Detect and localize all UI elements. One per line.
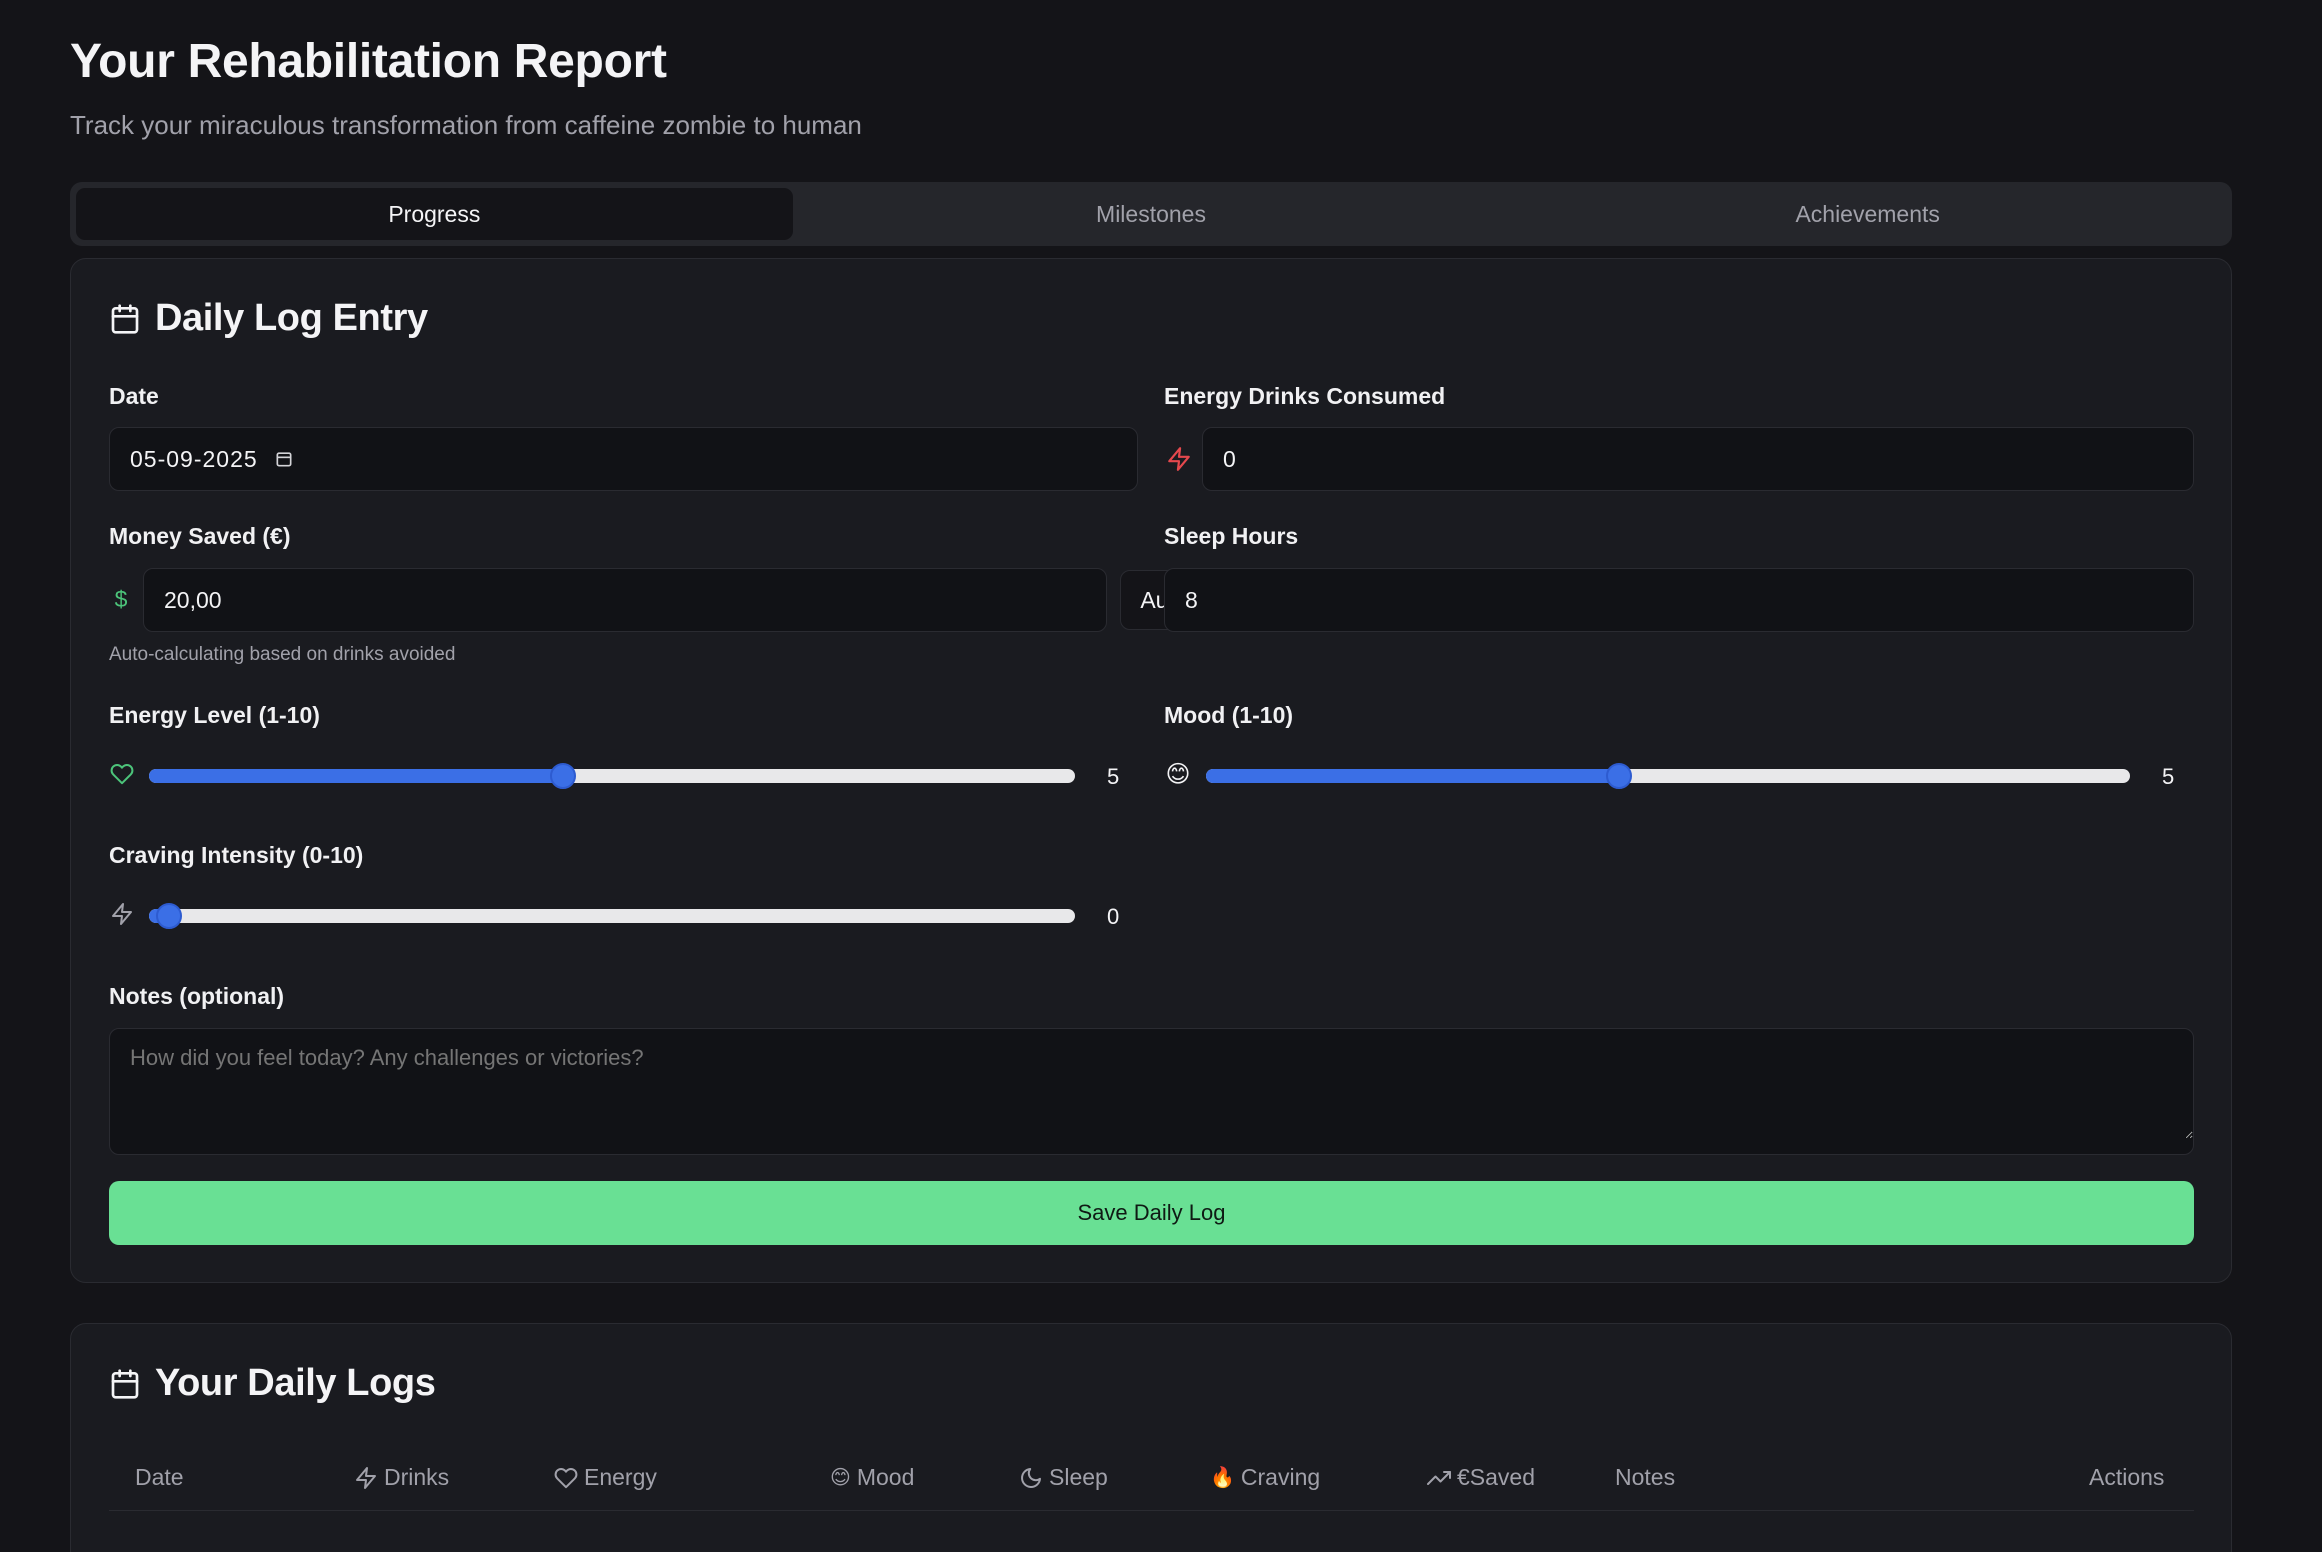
tab-progress[interactable]: Progress bbox=[76, 188, 793, 240]
column-saved-label: €Saved bbox=[1457, 1464, 1536, 1490]
money-saved-hint: Auto-calculating based on drinks avoided bbox=[109, 644, 456, 665]
daily-log-title: Daily Log Entry bbox=[155, 297, 428, 339]
column-notes-label: Notes bbox=[1615, 1464, 1676, 1490]
column-craving-label: Craving bbox=[1240, 1464, 1321, 1490]
tab-achievements[interactable]: Achievements bbox=[1795, 200, 1940, 227]
mood-slider[interactable] bbox=[1206, 763, 2130, 789]
tab-bar: Progress Milestones Achievements bbox=[70, 182, 2232, 246]
column-mood-label: Mood bbox=[856, 1464, 915, 1490]
sleep-hours-value: 8 bbox=[1185, 586, 1198, 613]
smile-emoji-icon: 😊 bbox=[830, 1467, 851, 1489]
smile-emoji-icon: 😊 bbox=[1165, 760, 1191, 788]
money-saved-label: Money Saved (€) bbox=[109, 523, 291, 549]
craving-label: Craving Intensity (0-10) bbox=[109, 842, 364, 868]
column-actions: Actions bbox=[2089, 1464, 2164, 1491]
energy-drinks-input[interactable]: 0 bbox=[1202, 427, 2194, 491]
date-label: Date bbox=[109, 383, 159, 409]
money-saved-value: 20,00 bbox=[164, 586, 222, 613]
calendar-icon bbox=[111, 1368, 139, 1399]
logs-table-header: Date Drinks Energy 😊 Mood Sleep 🔥 Cravin… bbox=[109, 1449, 2194, 1511]
craving-value: 0 bbox=[1107, 904, 1120, 929]
mood-label: Mood (1-10) bbox=[1164, 702, 1294, 728]
sleep-hours-input[interactable]: 8 bbox=[1164, 568, 2194, 632]
column-sleep[interactable]: Sleep bbox=[1019, 1464, 1108, 1491]
column-energy[interactable]: Energy bbox=[554, 1464, 657, 1491]
column-drinks[interactable]: Drinks bbox=[354, 1464, 449, 1491]
date-value: 05-09-2025 bbox=[130, 445, 258, 472]
notes-label: Notes (optional) bbox=[109, 983, 285, 1009]
column-drinks-label: Drinks bbox=[384, 1464, 450, 1490]
heart-icon bbox=[109, 759, 135, 789]
mood-fill bbox=[1206, 769, 1619, 783]
energy-level-fill bbox=[149, 769, 563, 783]
daily-logs-card: Your Daily Logs Date Drinks Energy 😊 Moo… bbox=[70, 1323, 2232, 1552]
lightning-outline-icon bbox=[109, 899, 135, 929]
notes-textarea[interactable] bbox=[130, 1045, 2193, 1139]
column-mood[interactable]: 😊 Mood bbox=[830, 1464, 914, 1491]
column-energy-label: Energy bbox=[584, 1464, 657, 1490]
daily-logs-heading: Your Daily Logs bbox=[109, 1362, 436, 1405]
page-title: Your Rehabilitation Report bbox=[70, 35, 667, 88]
dollar-icon: $ bbox=[114, 585, 128, 612]
energy-drinks-value: 0 bbox=[1223, 445, 1236, 472]
column-sleep-label: Sleep bbox=[1049, 1464, 1108, 1490]
heart-icon bbox=[554, 1467, 578, 1488]
craving-thumb[interactable] bbox=[156, 903, 182, 929]
fire-emoji-icon: 🔥 bbox=[1210, 1467, 1235, 1489]
mood-thumb[interactable] bbox=[1605, 763, 1632, 789]
tab-milestones[interactable]: Milestones bbox=[1096, 200, 1206, 227]
column-date-label: Date bbox=[135, 1464, 184, 1490]
date-input[interactable]: 05-09-2025 bbox=[109, 427, 1138, 491]
energy-level-value: 5 bbox=[1107, 764, 1120, 789]
notes-field bbox=[109, 1028, 2194, 1155]
energy-drinks-label: Energy Drinks Consumed bbox=[1164, 383, 1446, 409]
column-craving[interactable]: 🔥 Craving bbox=[1210, 1464, 1320, 1491]
money-saved-input[interactable]: 20,00 bbox=[143, 568, 1107, 632]
energy-level-label: Energy Level (1-10) bbox=[109, 702, 320, 728]
save-daily-log-button[interactable]: Save Daily Log bbox=[109, 1181, 2194, 1245]
daily-logs-title: Your Daily Logs bbox=[155, 1362, 436, 1404]
calendar-picker-icon[interactable] bbox=[274, 449, 294, 469]
lightning-icon bbox=[1164, 439, 1194, 479]
craving-slider[interactable] bbox=[149, 903, 1075, 929]
column-date[interactable]: Date bbox=[135, 1464, 184, 1491]
energy-level-thumb[interactable] bbox=[549, 763, 576, 789]
lightning-icon bbox=[356, 1466, 376, 1489]
column-actions-label: Actions bbox=[2089, 1464, 2165, 1490]
calendar-icon bbox=[111, 303, 139, 334]
daily-log-card: Daily Log Entry Date 05-09-2025 Energy D… bbox=[70, 258, 2232, 1283]
page-subtitle: Track your miraculous transformation fro… bbox=[70, 110, 862, 140]
trending-up-icon bbox=[1427, 1470, 1451, 1485]
energy-level-slider[interactable] bbox=[149, 763, 1075, 789]
mood-value: 5 bbox=[2162, 764, 2175, 789]
daily-log-heading: Daily Log Entry bbox=[109, 297, 428, 340]
moon-icon bbox=[1021, 1467, 1041, 1488]
sleep-hours-label: Sleep Hours bbox=[1164, 523, 1299, 549]
column-saved[interactable]: €Saved bbox=[1427, 1464, 1535, 1491]
column-notes[interactable]: Notes bbox=[1615, 1464, 1675, 1491]
